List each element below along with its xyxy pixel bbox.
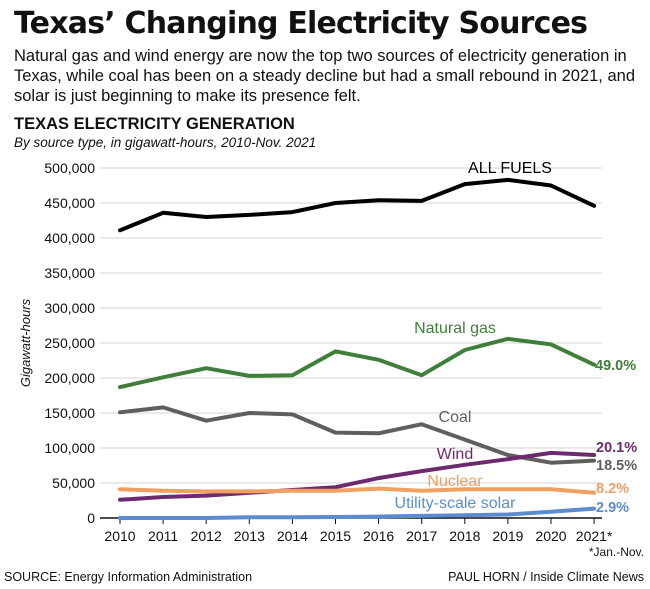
series-name-label: ALL FUELS [468, 160, 552, 177]
series-name-label: Nuclear [427, 473, 483, 490]
end-value-label: 2.9% [596, 500, 629, 516]
y-tick-label: 400,000 [44, 230, 95, 246]
axis-layer: 0 50,000 100,000 150,000 200,000 250,000 300,0… [18, 160, 613, 544]
y-tick-label: 0 [87, 510, 95, 526]
x-tick-label: 2014 [277, 528, 308, 544]
x-tick-label: 2016 [363, 528, 394, 544]
credit-note: PAUL HORN / Inside Climate News [448, 570, 644, 584]
y-tick-label: 300,000 [44, 300, 95, 316]
line-chart: 0 50,000 100,000 150,000 200,000 250,000 300,0… [0, 0, 650, 589]
y-tick-label: 50,000 [52, 475, 95, 491]
series-line-4 [120, 489, 594, 493]
x-tick-label: 2018 [449, 528, 480, 544]
series-name-label: Natural gas [414, 320, 496, 337]
end-value-label: 49.0% [595, 358, 636, 374]
y-tick-label: 150,000 [44, 405, 95, 421]
end-value-label: 8.2% [596, 481, 629, 497]
series-name-label: Utility-scale solar [395, 495, 517, 512]
end-value-label: 18.5% [596, 458, 637, 474]
x-tick-label: 2021* [576, 528, 613, 544]
series-line-0 [120, 180, 594, 230]
y-tick-label: 450,000 [44, 195, 95, 211]
series-name-label: Wind [437, 446, 473, 463]
y-tick-label: 350,000 [44, 265, 95, 281]
source-note: SOURCE: Energy Information Administratio… [4, 570, 252, 584]
x-tick-label: 2017 [406, 528, 437, 544]
x-tick-label: 2020 [535, 528, 566, 544]
series-layer [120, 180, 594, 518]
y-tick-label: 500,000 [44, 160, 95, 176]
x-tick-label: 2010 [104, 528, 135, 544]
series-line-2 [120, 407, 594, 462]
y-tick-label: 200,000 [44, 370, 95, 386]
series-line-1 [120, 339, 594, 387]
x-tick-label: 2019 [492, 528, 523, 544]
series-line-5 [120, 509, 594, 518]
x-tick-label: 2013 [234, 528, 265, 544]
x-tick-label: 2015 [320, 528, 351, 544]
end-value-label: 20.1% [596, 440, 637, 456]
y-tick-label: 250,000 [44, 335, 95, 351]
footnote: *Jan.-Nov. [589, 545, 644, 559]
y-tick-label: 100,000 [44, 440, 95, 456]
x-tick-label: 2011 [148, 528, 178, 544]
y-axis-label: Gigawatt-hours [18, 298, 33, 387]
series-name-label: Coal [439, 409, 472, 426]
x-tick-label: 2012 [191, 528, 222, 544]
